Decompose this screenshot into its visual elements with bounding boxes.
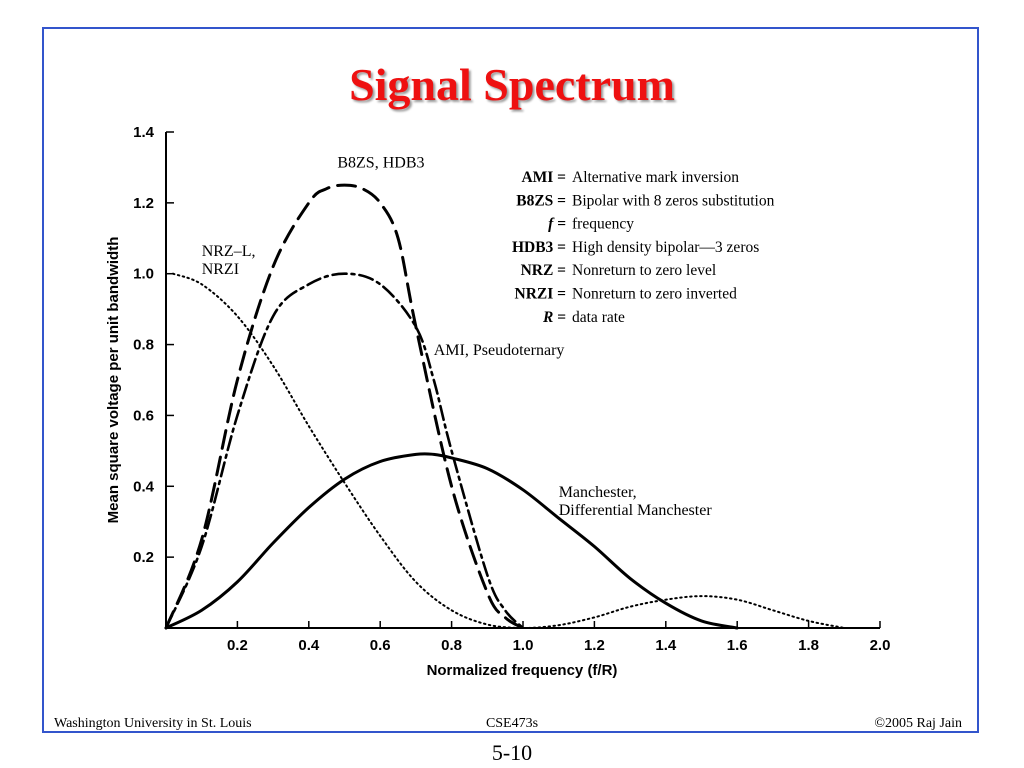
curve-label: Differential Manchester xyxy=(559,502,713,519)
legend-key: AMI = xyxy=(521,169,566,186)
legend-text: Nonreturn to zero inverted xyxy=(572,286,737,303)
chart-curve-labels: NRZ–L,NRZI B8ZS, HDB3 AMI, Pseudoternary Ma… xyxy=(202,154,713,518)
legend-key: B8ZS = xyxy=(516,192,566,209)
y-tick-label: 0.6 xyxy=(133,407,154,424)
legend-text: data rate xyxy=(572,309,625,326)
footer-copyright: ©2005 Raj Jain xyxy=(874,716,962,731)
x-tick-label: 1.0 xyxy=(513,637,534,654)
y-tick-label: 0.4 xyxy=(133,478,155,495)
legend-text: Alternative mark inversion xyxy=(572,169,739,186)
legend-text: frequency xyxy=(572,216,634,233)
x-tick-label: 1.4 xyxy=(655,637,677,654)
x-axis-label: Normalized frequency (f/R) xyxy=(427,662,618,679)
series-line-dash-dot xyxy=(164,272,525,630)
curve-label: B8ZS, HDB3 xyxy=(337,154,424,171)
x-tick-label: 0.4 xyxy=(298,637,320,654)
curve-label: AMI, Pseudoternary xyxy=(434,342,565,359)
x-tick-label: 0.8 xyxy=(441,637,462,654)
x-tick-label: 2.0 xyxy=(870,637,891,654)
chart-legend: AMI = Alternative mark inversion B8ZS = Bip… xyxy=(512,169,775,326)
page-number: 5-10 xyxy=(491,740,533,765)
legend-key: f = xyxy=(548,216,566,233)
footer-course: CSE473s xyxy=(485,716,539,731)
legend-text: High density bipolar—3 zeros xyxy=(572,239,759,256)
series-line-dashed xyxy=(164,183,525,630)
legend-key: R = xyxy=(542,309,566,326)
legend-key: NRZ = xyxy=(521,262,566,279)
series-line-dotted xyxy=(172,272,846,630)
curve-label: NRZ–L, xyxy=(202,243,256,260)
y-tick-label: 0.2 xyxy=(133,549,154,566)
y-tick-label: 1.2 xyxy=(133,195,154,212)
x-tick-label: 1.8 xyxy=(798,637,819,654)
legend-text: Bipolar with 8 zeros substitution xyxy=(572,192,775,209)
chart-series xyxy=(164,183,846,630)
legend-key: NRZI = xyxy=(515,286,566,303)
x-tick-label: 1.2 xyxy=(584,637,605,654)
y-tick-label: 1.0 xyxy=(133,266,154,283)
curve-label: NRZI xyxy=(202,261,239,278)
slide-title: Signal Spectrum xyxy=(349,59,675,110)
legend-text: Nonreturn to zero level xyxy=(572,262,716,279)
series-line-solid xyxy=(164,452,739,630)
chart-axes: 0.2 0.4 0.6 0.8 1.0 1.2 1.4 1.6 1.8 2.0 0.2 0.4 0.6 0… xyxy=(133,124,890,654)
slide-border xyxy=(42,27,979,733)
footer-institution: Washington University in St. Louis xyxy=(54,716,252,731)
y-tick-label: 0.8 xyxy=(133,337,154,354)
curve-label: Manchester, xyxy=(559,484,637,501)
x-tick-label: 1.6 xyxy=(727,637,748,654)
x-tick-label: 0.2 xyxy=(227,637,248,654)
y-tick-label: 1.4 xyxy=(133,124,155,141)
y-axis-label: Mean square voltage per unit bandwidth xyxy=(105,237,122,524)
legend-key: HDB3 = xyxy=(512,239,566,256)
x-tick-label: 0.6 xyxy=(370,637,391,654)
